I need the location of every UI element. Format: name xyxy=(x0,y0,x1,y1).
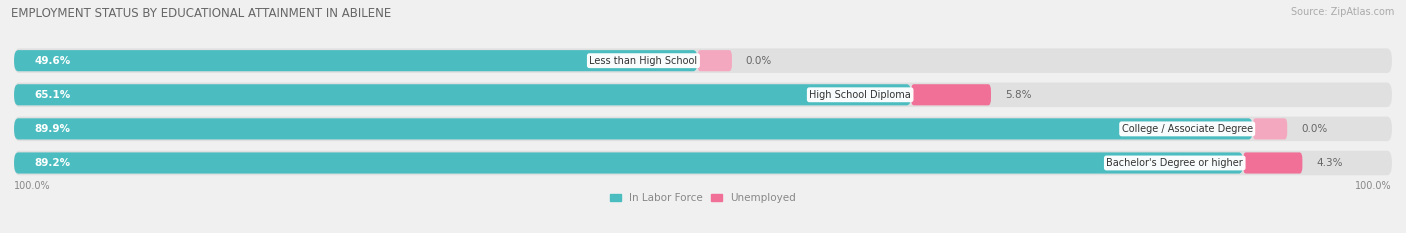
Text: Source: ZipAtlas.com: Source: ZipAtlas.com xyxy=(1291,7,1395,17)
Text: 5.8%: 5.8% xyxy=(1005,90,1031,100)
Text: 49.6%: 49.6% xyxy=(35,56,70,66)
Text: 89.9%: 89.9% xyxy=(35,124,70,134)
Text: 0.0%: 0.0% xyxy=(1301,124,1327,134)
Text: Bachelor's Degree or higher: Bachelor's Degree or higher xyxy=(1107,158,1243,168)
FancyBboxPatch shape xyxy=(1253,118,1288,140)
FancyBboxPatch shape xyxy=(697,50,733,71)
Text: High School Diploma: High School Diploma xyxy=(810,90,911,100)
FancyBboxPatch shape xyxy=(1243,152,1302,174)
FancyBboxPatch shape xyxy=(14,82,1392,107)
Text: 100.0%: 100.0% xyxy=(14,181,51,191)
Text: EMPLOYMENT STATUS BY EDUCATIONAL ATTAINMENT IN ABILENE: EMPLOYMENT STATUS BY EDUCATIONAL ATTAINM… xyxy=(11,7,391,20)
FancyBboxPatch shape xyxy=(14,116,1392,141)
FancyBboxPatch shape xyxy=(14,152,1243,174)
Text: 4.3%: 4.3% xyxy=(1316,158,1343,168)
Text: Less than High School: Less than High School xyxy=(589,56,697,66)
Text: 100.0%: 100.0% xyxy=(1355,181,1392,191)
FancyBboxPatch shape xyxy=(911,84,991,105)
Text: 0.0%: 0.0% xyxy=(745,56,772,66)
Text: College / Associate Degree: College / Associate Degree xyxy=(1122,124,1253,134)
FancyBboxPatch shape xyxy=(14,151,1392,175)
Text: 89.2%: 89.2% xyxy=(35,158,70,168)
FancyBboxPatch shape xyxy=(14,50,697,71)
FancyBboxPatch shape xyxy=(14,118,1253,140)
Text: 65.1%: 65.1% xyxy=(35,90,70,100)
FancyBboxPatch shape xyxy=(14,84,911,105)
Legend: In Labor Force, Unemployed: In Labor Force, Unemployed xyxy=(606,189,800,207)
FancyBboxPatch shape xyxy=(14,48,1392,73)
